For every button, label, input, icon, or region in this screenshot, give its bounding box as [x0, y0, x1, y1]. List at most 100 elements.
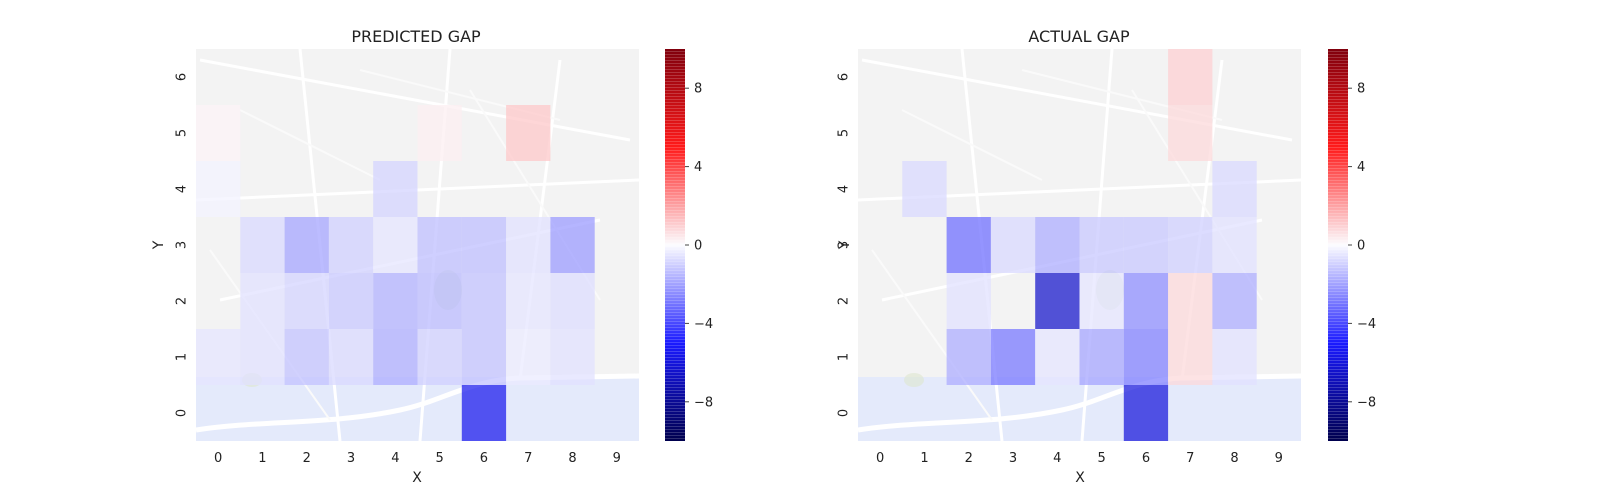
y-tick-label: 4: [837, 185, 852, 193]
y-tick-label: 1: [837, 353, 852, 361]
heatmap-cell: (5, 3): -1.4: [417, 217, 462, 273]
heatmap-cell: (6, 3): -1.2: [1123, 217, 1169, 273]
heatmap-cell: (4, 3): -0.5: [373, 217, 418, 273]
heatmap-cell: (6, 1): -2.8: [1123, 329, 1169, 385]
heatmap-cell: (7, 5): 1.2: [506, 105, 551, 161]
heatmap-panel-actual: ACTUAL GAP (2, 1): -1.8(3, 1): -3(4, 1):…: [837, 27, 1377, 486]
heatmap-cells: (2, 1): -1.8(3, 1): -3(4, 1): -0.5(5, 1)…: [902, 49, 1257, 441]
heatmap-cell: (5, 5): 0.3: [417, 105, 462, 161]
colorbar-tick-label: 4: [694, 160, 702, 175]
y-tick-labels: 0 1 2 3 4 5 6: [175, 73, 190, 417]
heatmap-cell: (3, 3): -0.8: [990, 217, 1036, 273]
heatmap-cell: (2, 1): -1.3: [284, 329, 329, 385]
y-tick-labels: 0 1 2 3 4 5 6: [837, 73, 852, 417]
y-tick-label: 6: [175, 73, 190, 81]
heatmap-cell: (5, 1): -2: [1079, 329, 1124, 385]
heatmap-cell: (8, 2): -1.8: [1212, 273, 1257, 329]
x-tick-label: 6: [480, 451, 488, 466]
colorbar: 8 4 0 −4 −8: [665, 49, 713, 441]
x-tick-label: 0: [876, 451, 884, 466]
x-tick-label: 3: [1009, 451, 1017, 466]
heatmap-cell: (7, 1): 0.8: [1168, 329, 1213, 385]
y-tick-label: 6: [837, 73, 852, 81]
colorbar: 8 4 0 −4 −8: [1328, 49, 1376, 441]
heatmap-cell: (3, 1): -0.8: [328, 329, 374, 385]
x-tick-label: 7: [1186, 451, 1194, 466]
x-tick-label: 6: [1142, 451, 1150, 466]
heatmap-cell: (6, 2): -1.3: [461, 273, 507, 329]
heatmap-cell: (7, 2): -0.5: [506, 273, 551, 329]
colorbar-tick-labels: 8 4 0 −4 −8: [685, 82, 713, 410]
heatmap-cell: (4, 3): -1.8: [1035, 217, 1080, 273]
heatmap-cell: (4, 1): -1.8: [373, 329, 418, 385]
chart-title: ACTUAL GAP: [1028, 27, 1130, 46]
heatmap-cell: (8, 3): -0.6: [1212, 217, 1257, 273]
chart-title: PREDICTED GAP: [351, 27, 481, 46]
heatmap-cell: (3, 3): -1: [328, 217, 374, 273]
y-tick-label: 4: [175, 185, 190, 193]
x-axis-label: X: [1075, 470, 1085, 486]
y-axis-label: Y: [151, 240, 167, 250]
colorbar-tick-label: −8: [694, 395, 713, 410]
heatmap-panel-predicted: PREDICTED GAP (0, 1): -0.5(1, 1): -0.6(2…: [151, 27, 713, 486]
colorbar-tick-label: 8: [1357, 82, 1365, 97]
heatmap-cell: (6, 0): -5.5: [461, 385, 507, 441]
heatmap-cell: (3, 1): -3: [990, 329, 1036, 385]
x-tick-label: 8: [568, 451, 576, 466]
x-tick-label: 5: [1098, 451, 1106, 466]
heatmap-cell: (4, 2): -1.7: [373, 273, 418, 329]
heatmap-cell: (8, 3): -2.2: [550, 217, 595, 273]
heatmap-cells: (0, 1): -0.5(1, 1): -0.6(2, 1): -1.3(3, …: [196, 105, 595, 441]
heatmap-cell: (5, 2): -1.5: [417, 273, 462, 329]
heatmap-cell: (4, 1): -0.5: [1035, 329, 1080, 385]
heatmap-cell: (2, 3): -3.2: [946, 217, 991, 273]
x-tick-labels: 0 1 2 3 4 5 6 7 8 9: [876, 451, 1283, 466]
heatmap-cell: (2, 3): -2: [284, 217, 329, 273]
heatmap-cell: (1, 1): -0.6: [240, 329, 285, 385]
heatmap-cell: (7, 3): -0.6: [506, 217, 551, 273]
x-tick-label: 1: [258, 451, 266, 466]
y-tick-label: 1: [175, 353, 190, 361]
colorbar-tick-label: −8: [1357, 395, 1376, 410]
heatmap-cell: (0, 5): 0.2: [196, 105, 241, 161]
y-tick-label: 5: [837, 129, 852, 137]
x-tick-label: 7: [524, 451, 532, 466]
heatmap-cell: (1, 2): -0.6: [240, 273, 285, 329]
x-tick-label: 4: [1053, 451, 1061, 466]
colorbar-tick-labels: 8 4 0 −4 −8: [1348, 82, 1376, 410]
colorbar-tick-label: −4: [1357, 317, 1376, 332]
x-tick-label: 3: [347, 451, 355, 466]
heatmap-cell: (4, 4): -0.9: [373, 161, 418, 217]
heatmap-cell: (6, 1): -1.3: [461, 329, 507, 385]
heatmap-cell: (5, 2): -0.5: [1079, 273, 1124, 329]
x-tick-label: 8: [1230, 451, 1238, 466]
heatmap-cell: (2, 1): -1.8: [946, 329, 991, 385]
x-tick-label: 0: [214, 451, 222, 466]
heatmap-cell: (0, 1): -0.5: [196, 329, 241, 385]
x-tick-label: 1: [920, 451, 928, 466]
heatmap-cell: (8, 2): -0.7: [550, 273, 595, 329]
y-tick-label: 0: [175, 409, 190, 417]
colorbar-tick-label: 0: [694, 239, 702, 254]
heatmap-cell: (7, 2): 0.8: [1168, 273, 1213, 329]
y-tick-label: 5: [175, 129, 190, 137]
heatmap-cell: (8, 4): -0.8: [1212, 161, 1257, 217]
y-tick-label: 3: [175, 241, 190, 249]
x-tick-labels: 0 1 2 3 4 5 6 7 8 9: [214, 451, 621, 466]
x-tick-label: 2: [965, 451, 973, 466]
x-axis-label: X: [412, 470, 422, 486]
heatmap-cell: (5, 1): -1: [417, 329, 462, 385]
x-tick-label: 2: [303, 451, 311, 466]
heatmap-cell: (7, 1): -0.4: [506, 329, 551, 385]
y-axis-label: Y: [837, 240, 853, 250]
colorbar-tick-label: −4: [694, 317, 713, 332]
heatmap-cell: (1, 3): -0.8: [240, 217, 285, 273]
colorbar-tick-label: 4: [1357, 160, 1365, 175]
heatmap-cell: (4, 2): -6.5: [1035, 273, 1080, 329]
x-tick-label: 9: [1275, 451, 1283, 466]
y-tick-label: 0: [837, 409, 852, 417]
x-tick-label: 9: [613, 451, 621, 466]
x-tick-label: 5: [435, 451, 443, 466]
heatmap-cell: (2, 2): -0.6: [946, 273, 991, 329]
